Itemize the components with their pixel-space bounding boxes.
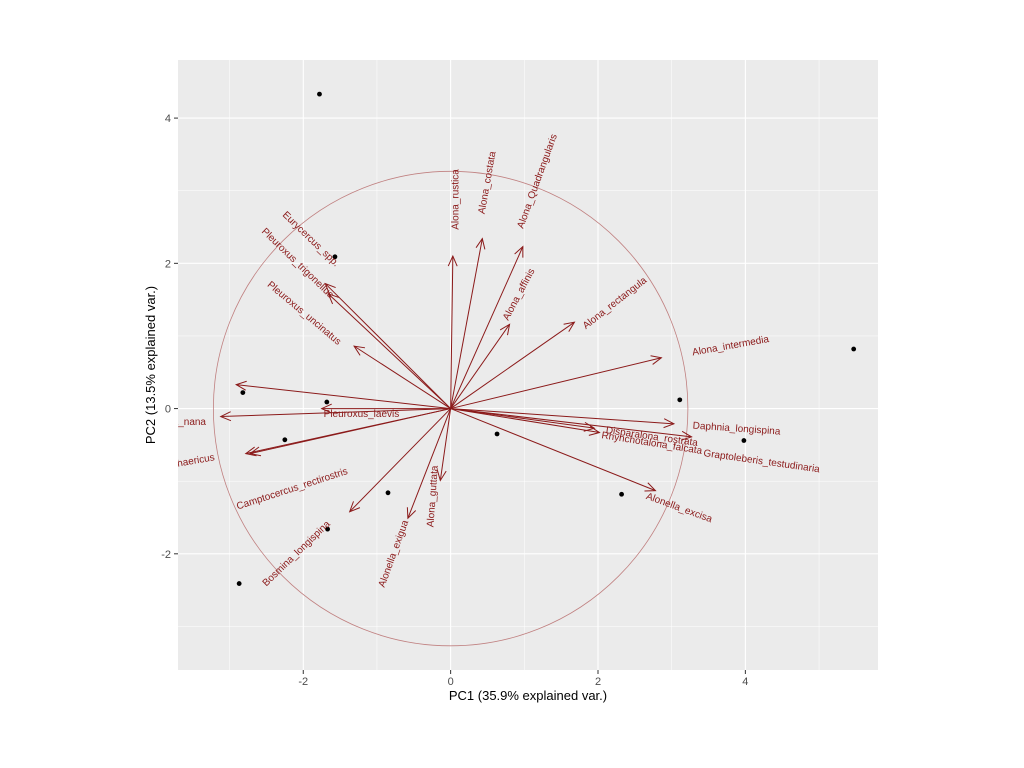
observation-point [317, 91, 322, 97]
x-tick-label: 2 [595, 676, 601, 688]
loading-arrows [219, 237, 693, 520]
observation-point [385, 490, 391, 496]
loading-arrow [450, 355, 663, 410]
x-tick-label: 4 [742, 676, 748, 688]
observation-point [324, 399, 330, 405]
observation-points [236, 91, 857, 586]
x-axis-ticks: -2 0 2 4 [298, 670, 748, 688]
loading-arrow [447, 254, 458, 409]
loading-arrow [406, 408, 452, 520]
observation-point [677, 397, 683, 403]
observation-point [332, 254, 338, 260]
loading-arrow [324, 282, 451, 409]
variable-label: Alona_rustica [450, 169, 461, 230]
x-tick-label: 0 [448, 676, 454, 688]
minor-gridlines [178, 60, 878, 670]
loading-arrow [353, 345, 451, 409]
loading-arrow [320, 403, 451, 414]
y-axis-ticks: -2 0 2 4 [161, 113, 178, 561]
loading-arrow [450, 323, 511, 409]
observation-point [325, 526, 330, 532]
variable-label: Alona_guttata [425, 465, 440, 528]
loading-arrow [450, 245, 524, 409]
loading-arrow [234, 380, 451, 410]
variable-label: Pleuroxus_laevis [324, 409, 400, 420]
correlation-circle [212, 170, 689, 647]
observation-point [282, 437, 288, 443]
observation-point [851, 346, 857, 352]
observation-point [236, 581, 242, 586]
loading-arrow [348, 408, 451, 513]
y-tick-label: 2 [165, 258, 171, 270]
y-tick-label: 4 [165, 113, 171, 125]
loading-arrow [450, 408, 693, 441]
y-axis-title: PC2 (13.5% explained var.) [143, 286, 158, 444]
major-gridlines [178, 60, 878, 670]
loading-arrow [450, 408, 601, 436]
y-tick-label: 0 [165, 404, 171, 416]
loading-arrow [450, 321, 576, 409]
x-tick-label: -2 [298, 676, 308, 688]
x-axis-title: PC1 (35.9% explained var.) [449, 688, 607, 703]
observation-point [741, 438, 747, 443]
loading-arrow [450, 237, 486, 409]
observation-point [494, 431, 500, 437]
observation-point [240, 390, 246, 395]
y-tick-label: -2 [161, 549, 171, 561]
loading-arrow [327, 292, 451, 409]
plot-panel [178, 60, 878, 670]
observation-point [619, 491, 624, 497]
loading-arrow [450, 408, 676, 429]
loading-arrow [436, 408, 452, 482]
loading-arrow [244, 408, 451, 457]
variable-label: Alonella_nana [143, 417, 207, 428]
loading-arrow [219, 408, 451, 422]
loading-arrow [450, 408, 657, 492]
